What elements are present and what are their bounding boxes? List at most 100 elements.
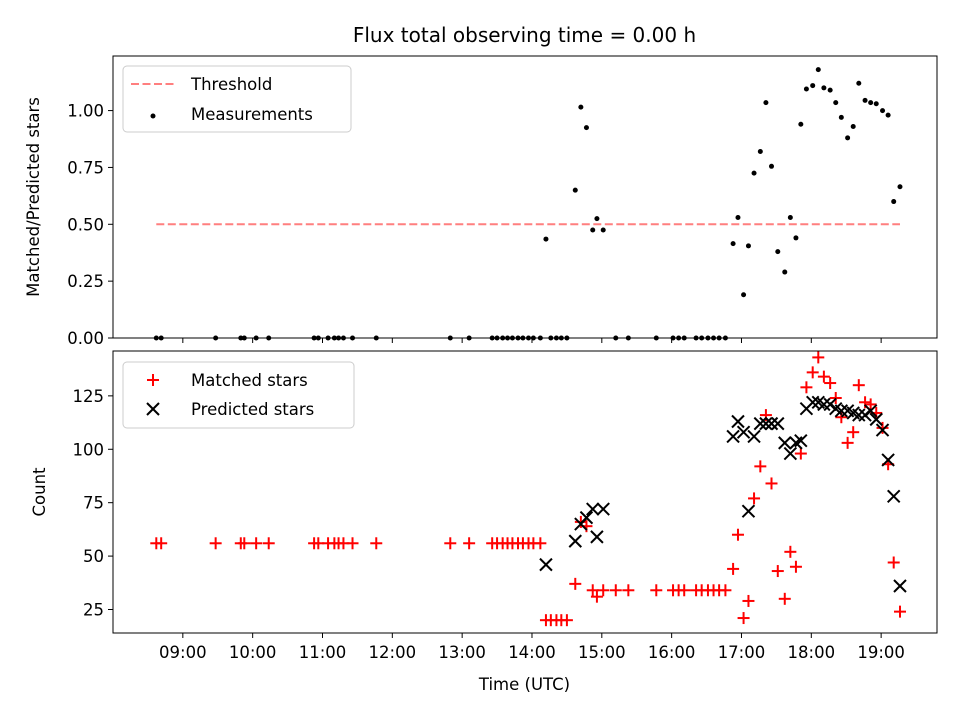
bottom-legend: Matched stars Predicted stars [122,361,355,429]
legend-measurements-label: Measurements [191,105,313,124]
measurement-point [763,100,769,106]
chart-title: Flux total observing time = 0.00 h [353,23,696,47]
predicted-star-point [596,502,610,516]
matched-star-point [250,537,263,550]
x-tick-label: 11:00 [299,643,347,662]
measurement-point [735,214,741,220]
measurement-point [578,104,584,110]
measurement-point [821,85,827,91]
bottom-y-axis-label: Count [30,467,49,517]
matched-star-point [765,477,778,490]
top-x-tick-marks [182,338,882,343]
matched-star-point [893,605,906,618]
predicted-star-point [863,404,878,418]
predicted-star-point [783,446,798,461]
measurement-point [782,269,788,275]
matched-star-point [444,537,457,550]
matched-star-point [817,370,830,383]
measurement-point [751,170,757,176]
measurement-point [838,114,844,120]
top-y-tick-label: 0.75 [67,158,104,177]
measurement-point [787,214,793,220]
predicted-star-point [875,423,890,437]
legend-predicted-swatch [146,402,160,416]
matched-star-point [534,537,547,550]
measurement-point [868,100,874,106]
measurement-point [594,216,600,222]
top-legend-box [122,65,352,133]
measurement-point [583,125,589,131]
legend-matched-label: Matched stars [191,371,308,390]
x-tick-label: 15:00 [578,643,626,662]
bottom-panel: 25 50 75 100 125 09:00 10:00 11:00 12:00 13:00 14… [30,350,938,694]
predicted-star-point [852,408,866,422]
bottom-y-tick-label: 100 [73,440,105,459]
predicted-star-point [747,429,761,444]
matched-star-point [812,351,825,364]
matched-star-point [622,584,635,597]
matched-star-point [806,366,819,379]
matched-star-point [719,584,732,597]
matched-star-point [754,460,767,473]
matched-star-point [209,537,222,550]
bottom-y-ticks: 25 50 75 100 125 [73,387,113,620]
matched-star-point [742,594,755,607]
predicted-star-point [590,530,604,544]
matched-star-point [597,584,610,597]
matched-star-point [727,562,740,575]
predicted-star-point [753,416,768,431]
predicted-star-point [794,434,808,448]
predicted-star-point [759,416,773,431]
x-tick-label: 09:00 [159,643,207,662]
legend-matched-swatch [147,374,159,386]
x-tick-label: 18:00 [788,643,836,662]
predicted-star-point [764,416,779,431]
predicted-star-point [817,397,831,412]
matched-star-point [569,577,582,590]
x-tick-label: 19:00 [857,643,905,662]
matched-star-point [800,381,813,394]
matched-star-point [238,537,251,550]
top-y-tick-label: 1.00 [67,102,104,121]
predicted-star-point [881,453,895,467]
predicted-star-point [736,425,751,439]
measurement-point [827,87,833,93]
measurement-point [745,243,751,249]
matched-star-point [609,584,622,597]
predicted-star-point [539,557,553,572]
predicted-star-point [741,504,756,518]
top-y-axis-label: Matched/Predicted stars [24,97,43,297]
bottom-y-tick-label: 125 [73,387,105,406]
measurement-point [572,187,578,193]
x-tick-label: 16:00 [648,643,696,662]
top-plot-frame [112,55,938,339]
legend-measurements-swatch [150,113,156,119]
matched-star-point [789,560,802,573]
matched-star-point [650,584,663,597]
matched-star-point [590,590,603,603]
matched-star-point [784,545,797,558]
x-tick-label: 13:00 [438,643,486,662]
matched-star-point [852,379,865,392]
predicted-star-point [893,579,907,593]
matched-star-point [678,584,691,597]
top-y-ticks: 0.00 0.25 0.50 0.75 1.00 [67,102,113,348]
measurement-point [757,149,763,155]
measurement-point [730,241,736,247]
predicted-star-point [869,412,883,427]
matched-star-point [560,614,573,627]
measurement-point [815,67,821,73]
matched-star-point [370,537,383,550]
bottom-x-ticks: 09:00 10:00 11:00 12:00 13:00 14:00 15:00 16:00… [159,633,905,662]
matched-star-point [155,537,168,550]
x-tick-label: 14:00 [508,643,556,662]
bottom-y-tick-label: 50 [83,547,104,566]
x-tick-label: 12:00 [369,643,417,662]
matched-star-point [887,556,900,569]
x-tick-label: 10:00 [229,643,277,662]
measurement-point [600,227,606,233]
matched-star-point [771,565,784,578]
predicted-star-point [886,489,901,503]
measurement-point [803,86,809,92]
